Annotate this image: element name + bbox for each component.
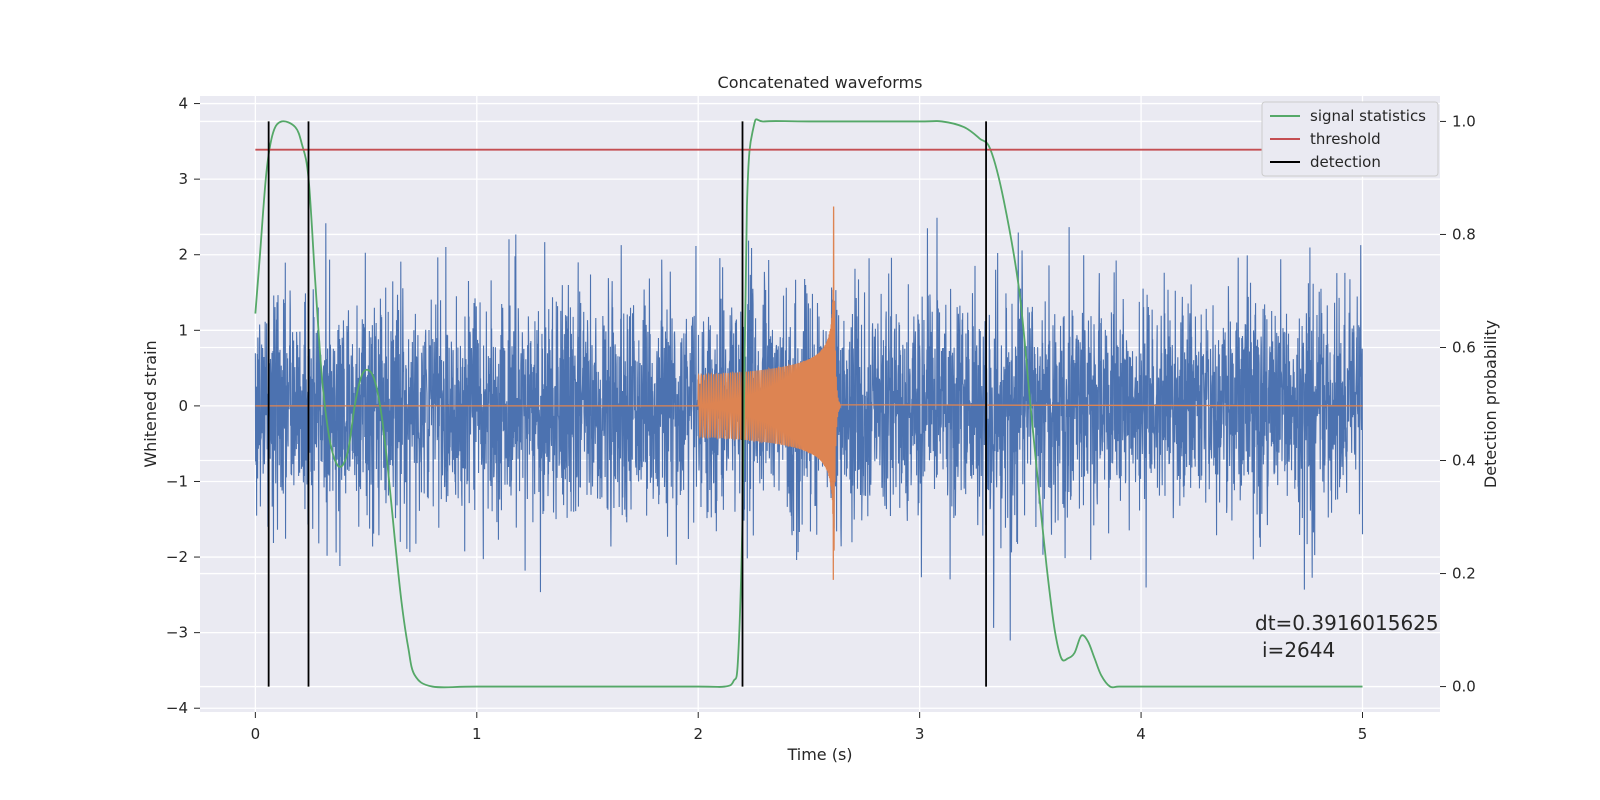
y2-tick-label: 0.8 <box>1452 225 1476 243</box>
y2-tick-label: 0.2 <box>1452 565 1476 583</box>
y-tick-label: 3 <box>178 170 188 188</box>
y-tick-label: −2 <box>166 548 188 566</box>
y-tick-label: 2 <box>178 246 188 264</box>
y2-tick-label: 0.6 <box>1452 338 1476 356</box>
ticks: 0 1 2 3 4 5 4 3 2 1 0 −1 −2 −3 −4 1.0 0.8 0.6 0.4 0.2 0.0 <box>166 95 1476 743</box>
y-tick-label: 4 <box>178 95 188 113</box>
legend-label-detection: detection <box>1310 153 1381 171</box>
x-tick-label: 2 <box>693 725 703 743</box>
annotation-dt: dt=0.3916015625 <box>1255 611 1439 635</box>
y-tick-label: −1 <box>166 472 188 490</box>
legend: signal statistics threshold detection <box>1261 101 1439 177</box>
annotation-index: i=2644 <box>1262 638 1335 662</box>
y-tick-label: 1 <box>178 321 188 339</box>
y-tick-label: 0 <box>178 397 188 415</box>
y2-axis-label: Detection probability <box>1481 320 1500 488</box>
waveform-line <box>255 206 1363 580</box>
y2-tick-label: 0.0 <box>1452 678 1476 696</box>
y-tick-label: −3 <box>166 624 188 642</box>
x-tick-label: 0 <box>251 725 261 743</box>
chart-title: Concatenated waveforms <box>718 73 923 92</box>
x-tick-label: 4 <box>1136 725 1146 743</box>
statistic-layer <box>254 118 1363 689</box>
y-axis-label: Whitened strain <box>141 340 160 467</box>
legend-label-signal-statistics: signal statistics <box>1310 107 1426 125</box>
x-tick-label: 1 <box>472 725 482 743</box>
signal-statistics-line <box>254 118 1363 689</box>
x-tick-label: 5 <box>1358 725 1368 743</box>
x-axis-label: Time (s) <box>786 745 852 764</box>
legend-label-threshold: threshold <box>1310 130 1381 148</box>
legend-box <box>1261 101 1439 177</box>
y2-tick-label: 0.4 <box>1452 452 1476 470</box>
y2-tick-label: 1.0 <box>1452 112 1476 130</box>
x-tick-label: 3 <box>915 725 925 743</box>
y-tick-label: −4 <box>166 699 188 717</box>
chirp-layer <box>255 206 1363 580</box>
